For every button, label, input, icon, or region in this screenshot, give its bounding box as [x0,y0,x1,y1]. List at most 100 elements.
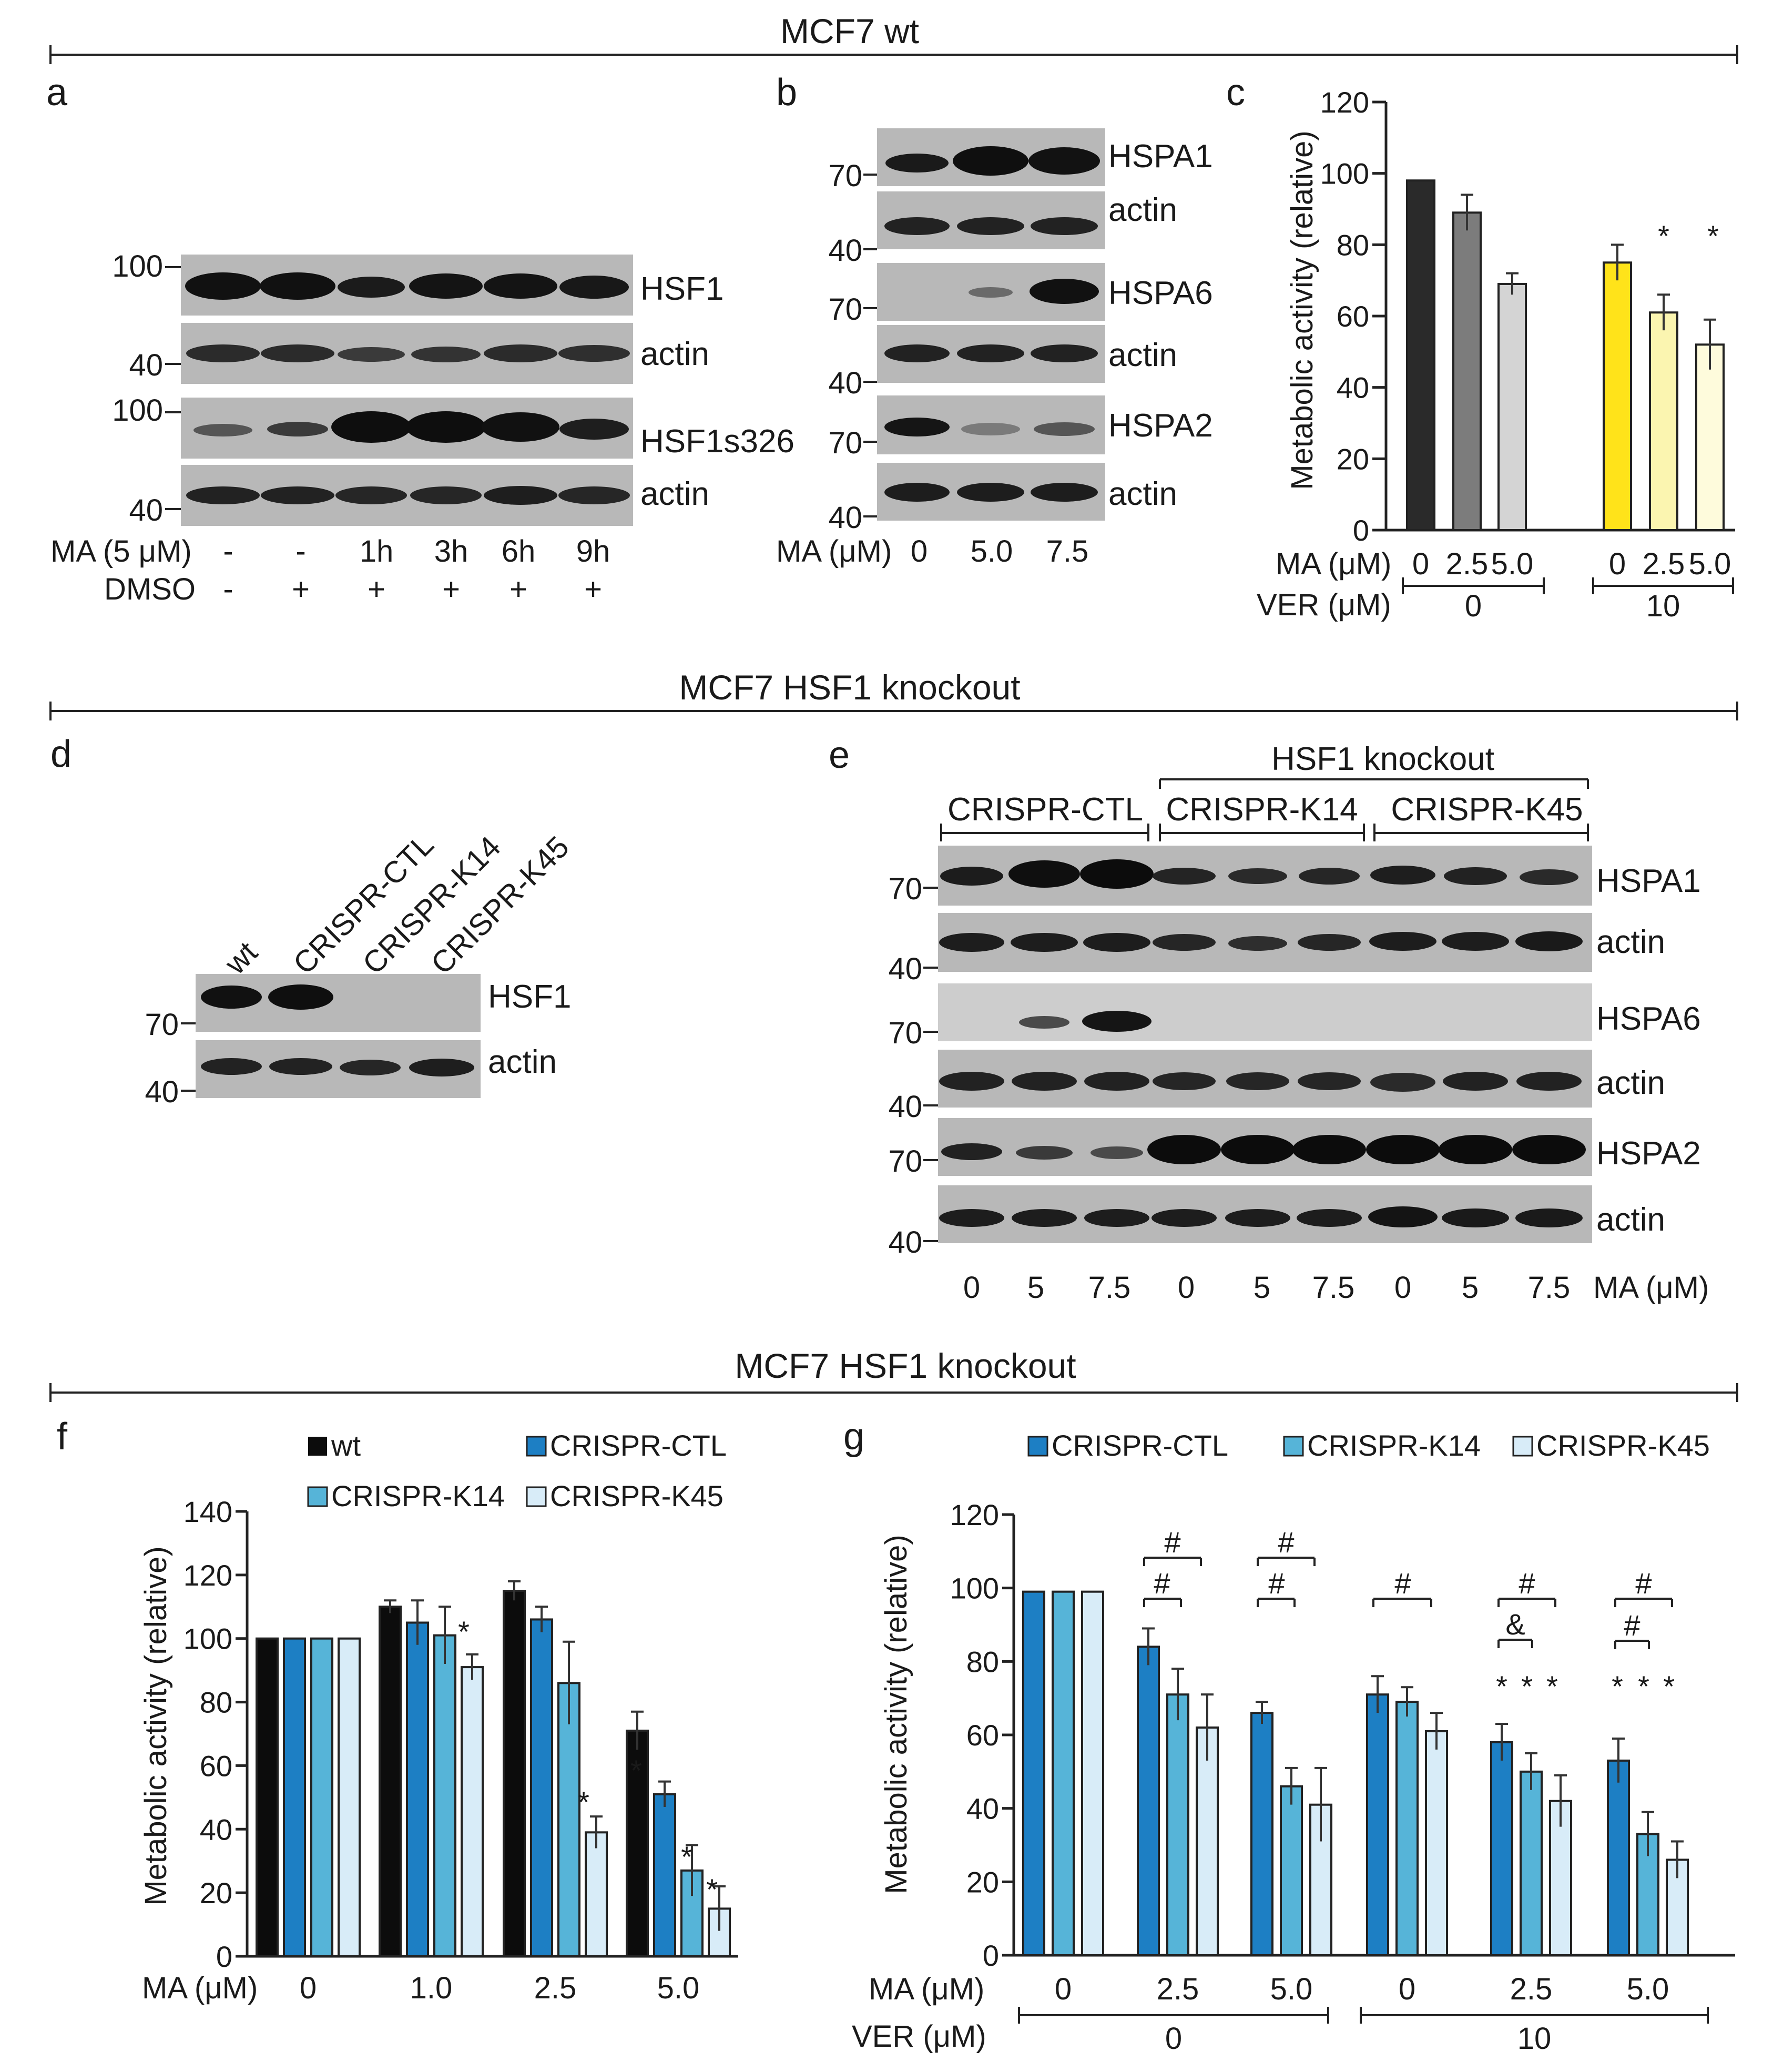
blot-e-3 [938,983,1592,1041]
chart-c-ylabel: Metabolic activity (relative) [1285,130,1319,490]
chart-c-annot: * [1707,219,1719,252]
panel-label-d: d [50,733,72,775]
marker-a-3: 100 [112,393,163,428]
chart-g-axes: 0 20 40 60 80 100 120 0 2.5 5.0 0 2.5 5.0 0 10 [950,1498,1735,2056]
group-label: 10 [1517,2022,1552,2056]
y-tick-label: 100 [950,1572,999,1605]
chart-g-annot: # [1164,1526,1180,1559]
a-dmso-val: + [368,572,385,606]
b-ma-val: 0 [911,534,928,568]
chart-g-annot: # [1278,1526,1294,1559]
x-tick-label: 5.0 [1627,1972,1669,2006]
chart-g-annot: # [1154,1567,1170,1600]
chart-g-annot: * [1496,1670,1507,1703]
chart-g-ylabel: Metabolic activity (relative) [879,1535,913,1894]
chart-g-annot: # [1394,1567,1411,1600]
bar-g-CRISPR-CTL [1366,1693,1389,1957]
y-tick-label: 80 [1337,228,1369,261]
y-tick-label: 40 [1337,371,1369,404]
chart-g-brackets [1143,1557,1673,1649]
chart-g: CRISPR-CTL CRISPR-K14 CRISPR-K45 0 20 40 60… [852,1429,1735,2056]
panel-label-a: a [46,72,68,114]
a-dmso-val: + [584,572,602,606]
bar-f-CRISPR-K14 [310,1637,333,1958]
protein-a-3: HSF1s326 [640,423,794,460]
y-tick-label: 0 [1353,514,1369,547]
marker-a-4: 40 [129,493,163,527]
legend-label: wt [331,1429,361,1462]
x-tick-label: 0 [1399,1972,1415,2006]
panel-a-blot: 100 40 100 40 HSF1 actin HSF1s326 actin … [50,249,794,606]
bar-f-CRISPR-K14 [557,1682,580,1957]
bar-g-CRISPR-CTL [1607,1759,1630,1956]
protein-d-1: HSF1 [488,979,571,1015]
bar-g-CRISPR-K14 [1166,1693,1189,1957]
e-ma-val: 5 [1027,1271,1044,1305]
section-top: MCF7 wt [49,12,1738,64]
protein-e-5: HSPA2 [1596,1135,1701,1172]
marker-e-3: 70 [888,1016,922,1050]
e-ma-val: 5 [1462,1271,1479,1305]
a-ma-values: - - 1h 3h 6h 9h [223,534,610,568]
y-tick-label: 80 [200,1686,232,1719]
chart-g-annot: * [1663,1670,1675,1703]
section-title-top: MCF7 wt [780,12,919,50]
x-tick-label: 2.5 [1446,547,1489,581]
x-tick-label: 5.0 [1270,1972,1313,2006]
a-dmso-val: + [442,572,460,606]
e-ma-val: 0 [963,1271,980,1305]
section-bottom: MCF7 HSF1 knockout [49,1346,1738,1402]
panel-label-c: c [1226,72,1245,114]
chart-f-ylabel: Metabolic activity (relative) [139,1546,173,1905]
y-tick-label: 120 [950,1498,999,1531]
panel-e-blot: HSF1 knockout CRISPR-CTL CRISPR-K14 CRIS… [888,741,1709,1305]
marker-e-5: 70 [888,1144,922,1179]
protein-e-6: actin [1596,1202,1665,1238]
protein-a-4: actin [640,476,709,512]
chart-g-annot: * [1521,1670,1533,1703]
x-tick-label: 2.5 [1643,547,1685,581]
e-ma-val: 7.5 [1528,1271,1571,1305]
protein-b-2: actin [1108,192,1177,228]
y-tick-label: 80 [966,1645,999,1678]
protein-b-1: HSPA1 [1108,138,1213,175]
y-tick-label: 40 [966,1792,999,1825]
bar-c [1452,211,1482,531]
protein-b-6: actin [1108,476,1177,512]
a-ma-val: 3h [434,534,468,568]
chart-f-bars [256,1580,731,1958]
chart-c-annot: * [1658,219,1669,252]
bar-g-CRISPR-K14 [1395,1701,1419,1956]
chart-f-annot: * [681,1840,692,1873]
chart-g-bars [1022,1590,1689,1957]
y-tick-label: 0 [983,1939,999,1972]
y-tick-label: 60 [966,1719,999,1752]
e-group: CRISPR-K45 [1391,791,1583,828]
y-tick-label: 120 [184,1559,232,1592]
protein-b-3: HSPA6 [1108,275,1213,311]
chart-c-bars [1406,179,1725,531]
bar-f-wt [379,1606,402,1957]
chart-g-annot: # [1635,1567,1652,1600]
marker-e-6: 40 [888,1225,922,1260]
bar-g-CRISPR-CTL [1490,1741,1513,1956]
panel-b-blot: 70 40 70 40 70 40 HSPA1 actin HSPA6 acti… [776,128,1213,568]
panel-d-blot: wt CRISPR-CTL CRISPR-K14 CRISPR-K45 70 4… [145,827,575,1109]
bar-f-CRISPR-CTL [653,1793,676,1957]
chart-g-annot: & [1505,1608,1525,1641]
a-ma-val: - [295,534,305,568]
legend-swatch-k45 [1512,1436,1533,1457]
bar-f-CRISPR-K45 [338,1637,361,1958]
chart-g-annot: # [1624,1609,1640,1642]
chart-c-row2-label: VER (μM) [1257,588,1391,622]
chart-g-annot: # [1519,1567,1535,1600]
x-tick-label: 5.0 [657,1971,700,2005]
chart-g-legend: CRISPR-CTL CRISPR-K14 CRISPR-K45 [1027,1429,1710,1462]
bar-g-CRISPR-K45 [1425,1730,1448,1956]
chart-c-row1-label: MA (μM) [1276,547,1391,581]
bar-f-CRISPR-K14 [433,1634,456,1957]
legend-swatch-k14 [307,1486,328,1507]
marker-b-2: 40 [828,233,862,268]
a-ma-val: 6h [502,534,536,568]
